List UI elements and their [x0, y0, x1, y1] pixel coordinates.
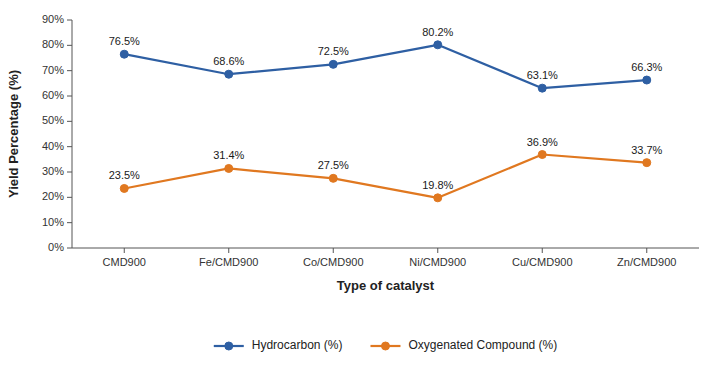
- chart: 0% 10% 20% 30% 40% 50% 60% 70% 80% 90% CMD900 Fe/CM…: [0, 0, 719, 368]
- y-tick-label: 60%: [42, 89, 64, 101]
- data-label: 80.2%: [422, 26, 453, 38]
- x-tick: [437, 248, 438, 253]
- data-label: 66.3%: [631, 61, 662, 73]
- y-axis-line: [72, 20, 73, 248]
- y-tick-label: 40%: [42, 140, 64, 152]
- series-line: [124, 155, 647, 198]
- x-tick-label: Zn/CMD900: [617, 256, 676, 268]
- y-tick: [67, 146, 72, 147]
- data-label: 31.4%: [213, 149, 244, 161]
- x-tick: [542, 248, 543, 253]
- y-tick: [67, 121, 72, 122]
- y-tick: [67, 45, 72, 46]
- data-point: [329, 174, 337, 182]
- data-label: 19.8%: [422, 179, 453, 191]
- x-tick: [333, 248, 334, 253]
- data-point: [120, 50, 128, 58]
- data-label: 33.7%: [631, 144, 662, 156]
- legend-label: Oxygenated Compound (%): [408, 338, 557, 352]
- y-tick-label: 10%: [42, 216, 64, 228]
- x-tick: [646, 248, 647, 253]
- y-tick-label: 90%: [42, 13, 64, 25]
- y-tick: [67, 248, 72, 249]
- data-point: [643, 76, 651, 84]
- y-tick: [67, 96, 72, 97]
- y-tick-label: 30%: [42, 165, 64, 177]
- legend-marker: [225, 342, 233, 350]
- data-point: [643, 159, 651, 167]
- data-point: [538, 151, 546, 159]
- data-point: [225, 70, 233, 78]
- y-tick-label: 20%: [42, 190, 64, 202]
- x-axis-label: Type of catalyst: [337, 278, 435, 293]
- x-axis-line: [72, 248, 699, 249]
- legend-item: Hydrocarbon (%): [214, 338, 343, 352]
- x-tick-label: CMD900: [103, 256, 146, 268]
- y-tick-label: 80%: [42, 38, 64, 50]
- plot-area: [120, 41, 651, 202]
- x-tick-label: Ni/CMD900: [409, 256, 466, 268]
- y-tick: [67, 20, 72, 21]
- y-tick-label: 0%: [48, 241, 64, 253]
- data-label: 36.9%: [527, 136, 558, 148]
- data-label: 23.5%: [109, 169, 140, 181]
- y-tick: [67, 222, 72, 223]
- data-point: [225, 164, 233, 172]
- data-label: 72.5%: [318, 45, 349, 57]
- data-point: [120, 184, 128, 192]
- data-label: 63.1%: [527, 69, 558, 81]
- legend-item: Oxygenated Compound (%): [370, 338, 557, 352]
- data-label: 76.5%: [109, 35, 140, 47]
- y-tick: [67, 70, 72, 71]
- x-tick: [228, 248, 229, 253]
- series-line: [124, 45, 647, 88]
- y-tick-label: 50%: [42, 114, 64, 126]
- y-tick: [67, 172, 72, 173]
- data-point: [329, 60, 337, 68]
- x-tick-label: Cu/CMD900: [512, 256, 573, 268]
- data-labels: 76.5% 68.6% 72.5% 80.2% 63.1% 66.3% 23.5% 31.4%…: [109, 26, 663, 191]
- legend: Hydrocarbon (%) Oxygenated Compound (%): [214, 338, 557, 352]
- y-tick: [67, 197, 72, 198]
- data-label: 68.6%: [213, 55, 244, 67]
- data-point: [434, 194, 442, 202]
- y-tick-label: 70%: [42, 64, 64, 76]
- data-point: [434, 41, 442, 49]
- data-point: [538, 84, 546, 92]
- x-tick-label: Co/CMD900: [303, 256, 364, 268]
- legend-label: Hydrocarbon (%): [252, 338, 343, 352]
- legend-marker: [381, 342, 389, 350]
- y-axis-label: Yield Percentage (%): [6, 70, 21, 198]
- data-label: 27.5%: [318, 159, 349, 171]
- x-tick: [124, 248, 125, 253]
- x-tick-label: Fe/CMD900: [199, 256, 258, 268]
